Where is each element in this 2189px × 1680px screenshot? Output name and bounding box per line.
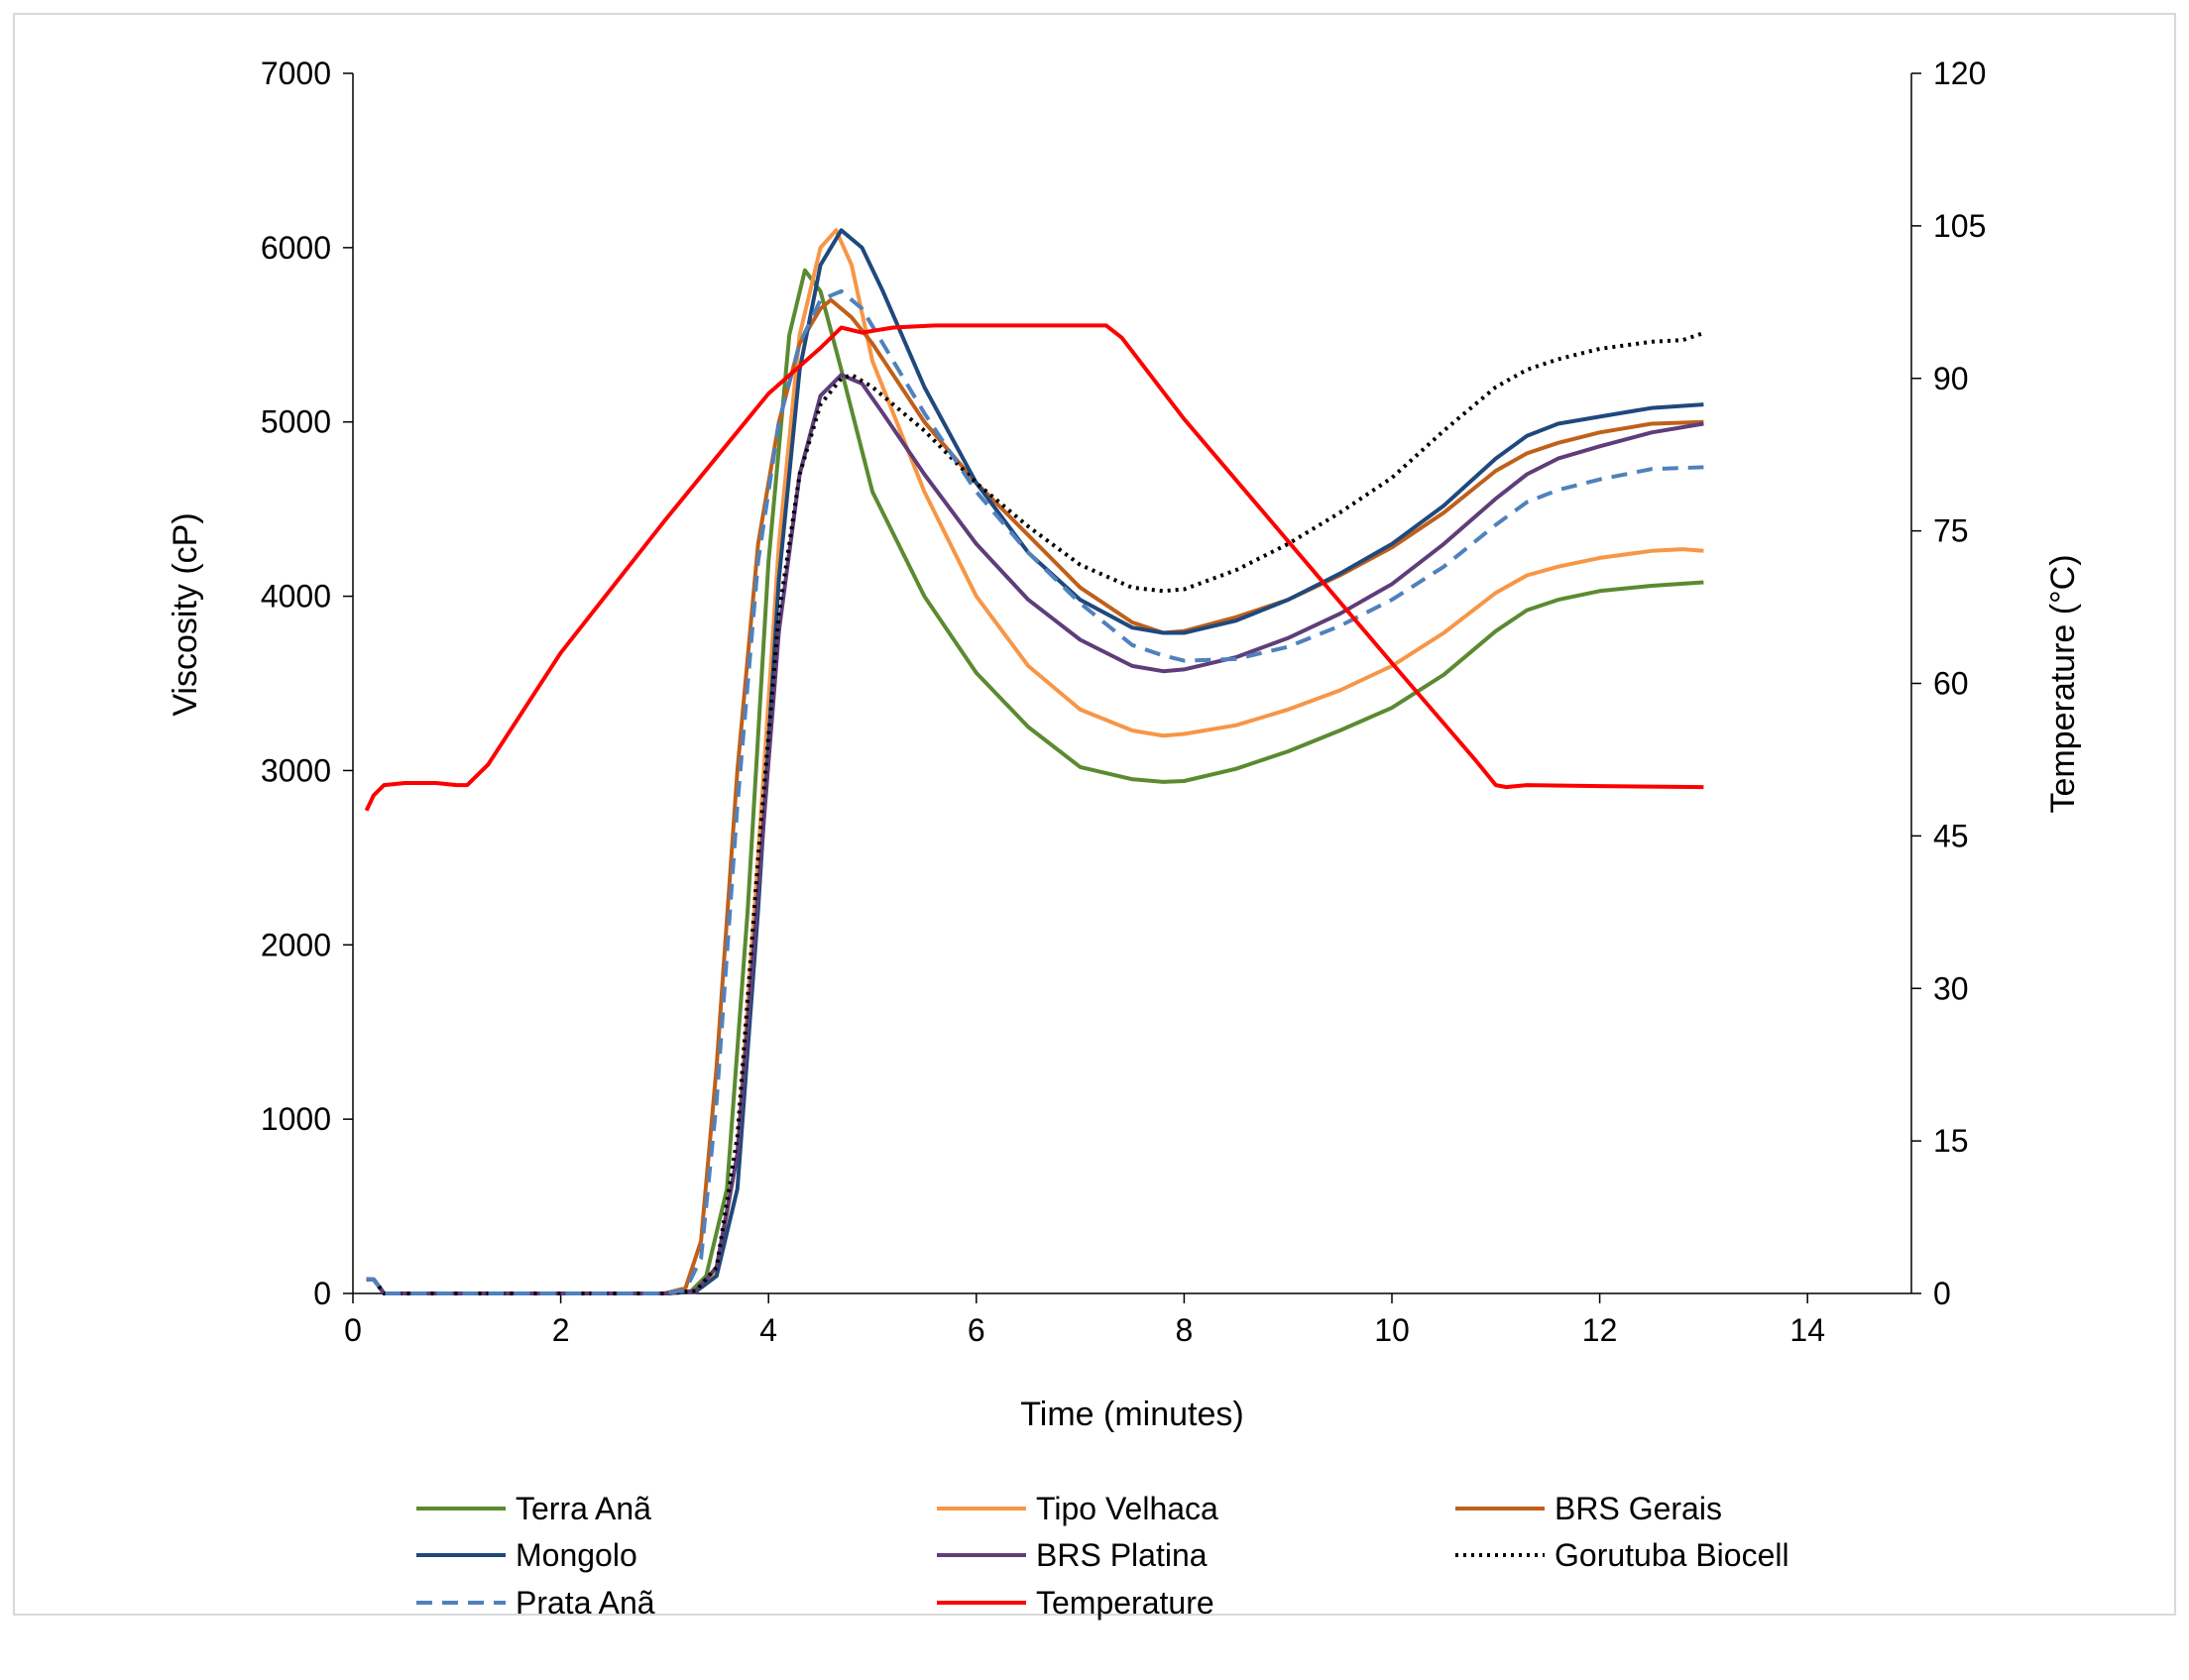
y2-tick-label: 0 <box>1933 1276 1951 1311</box>
series-line-6 <box>366 288 1704 1295</box>
series-line-5 <box>366 331 1705 1295</box>
y2-tick-label: 30 <box>1933 970 1969 1006</box>
y2-tick-label: 45 <box>1933 818 1969 853</box>
legend-label: Tipo Velhaca <box>1036 1491 1218 1526</box>
x-tick-label: 14 <box>1789 1312 1825 1348</box>
x-ticks: 0 2 4 6 8 10 12 14 <box>344 1293 1825 1348</box>
y-tick-label: 6000 <box>261 230 331 266</box>
legend-label: Gorutuba Biocell <box>1555 1537 1789 1573</box>
x-tick-label: 0 <box>344 1312 362 1348</box>
legend-label: BRS Platina <box>1036 1537 1208 1573</box>
y-tick-label: 3000 <box>261 752 331 788</box>
chart-frame <box>13 13 2176 1616</box>
x-tick-label: 10 <box>1374 1312 1410 1348</box>
legend-label: Prata Anã <box>516 1585 655 1621</box>
series-line-3 <box>366 228 1704 1295</box>
legend: Terra Anã Tipo Velhaca BRS Gerais Mongolo BR… <box>416 1491 1789 1621</box>
y2-axis-label: Temperature (°C) <box>2044 554 2082 813</box>
y2-tick-label: 75 <box>1933 513 1969 549</box>
series-layer <box>364 228 1705 1295</box>
y2-tick-label: 90 <box>1933 361 1969 396</box>
y-tick-label: 2000 <box>261 927 331 962</box>
y-tick-label: 1000 <box>261 1101 331 1137</box>
y2-tick-label: 120 <box>1933 56 1986 91</box>
y-tick-label: 7000 <box>261 56 331 91</box>
series-line-7 <box>364 323 1704 812</box>
y-axis-label: Viscosity (cP) <box>167 512 204 716</box>
y2-tick-label: 60 <box>1933 666 1969 702</box>
x-tick-label: 12 <box>1582 1312 1618 1348</box>
series-line-0 <box>366 268 1704 1295</box>
series-line-4 <box>366 373 1704 1295</box>
y-ticks: 0 1000 2000 3000 4000 5000 6000 7000 <box>261 56 353 1311</box>
x-tick-label: 4 <box>759 1312 777 1348</box>
legend-label: Terra Anã <box>516 1491 651 1526</box>
y-tick-label: 4000 <box>261 579 331 615</box>
y2-tick-label: 105 <box>1933 208 1986 244</box>
x-tick-label: 2 <box>552 1312 570 1348</box>
y-tick-label: 0 <box>313 1276 331 1311</box>
y-tick-label: 5000 <box>261 404 331 440</box>
y2-ticks: 0 15 30 45 60 75 90 105 120 <box>1911 56 1986 1311</box>
legend-label: Temperature <box>1036 1585 1214 1621</box>
x-axis-label: Time (minutes) <box>1020 1396 1243 1433</box>
legend-label: BRS Gerais <box>1555 1491 1722 1526</box>
x-tick-label: 6 <box>968 1312 985 1348</box>
legend-label: Mongolo <box>516 1537 637 1573</box>
y2-tick-label: 15 <box>1933 1123 1969 1159</box>
x-tick-label: 8 <box>1176 1312 1194 1348</box>
